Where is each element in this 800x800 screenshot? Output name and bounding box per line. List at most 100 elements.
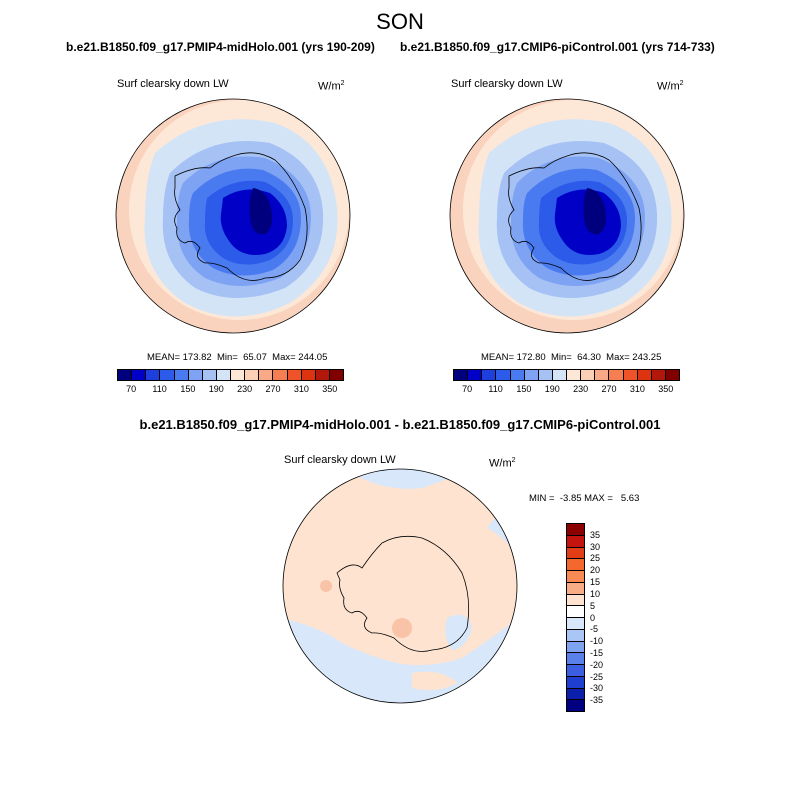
colorbar-box (468, 370, 483, 380)
colorbar-tick-label: -10 (590, 636, 604, 647)
colorbar-tick-label: 350 (322, 384, 338, 394)
colorbar-box (567, 688, 584, 701)
colorbar-tick-label: 20 (590, 565, 601, 576)
colorbar-box (651, 370, 666, 380)
colorbar-box (524, 370, 539, 380)
antarctica-coastline (336, 535, 470, 652)
difference-title: b.e21.B1850.f09_g17.PMIP4-midHolo.001 - … (139, 417, 661, 432)
colorbar-case2 (453, 369, 680, 381)
colorbar-tick-label: -5 (590, 624, 599, 635)
colorbar-box (231, 370, 246, 380)
colorbar-box (567, 676, 584, 689)
colorbar-box (567, 370, 582, 380)
colorbar-tick-label: 310 (629, 384, 645, 394)
panel1-variable-label: Surf clearsky down LW (117, 78, 229, 90)
colorbar-box (510, 370, 525, 380)
colorbar-tick-label: 270 (265, 384, 281, 394)
antarctica-coastline (508, 152, 642, 281)
colorbar-case2-ticks: 70 110 150 190 230 270 310 350 (453, 384, 680, 396)
colorbar-tick-label: 30 (590, 541, 601, 552)
colorbar-tick-label: 350 (658, 384, 674, 394)
colorbar-tick-label: 25 (590, 553, 601, 564)
colorbar-box (581, 370, 596, 380)
colorbar-difference (566, 523, 585, 712)
colorbar-box (287, 370, 302, 380)
colorbar-tick-label: 35 (590, 529, 601, 540)
colorbar-box (552, 370, 567, 380)
colorbar-box (202, 370, 217, 380)
polar-map-case2 (449, 98, 685, 334)
colorbar-tick-label: 270 (601, 384, 617, 394)
season-title: SON (376, 9, 424, 34)
colorbar-box (567, 571, 584, 583)
map-boundary (282, 468, 518, 704)
colorbar-tick-label: 310 (293, 384, 309, 394)
darkest-core (583, 188, 607, 235)
colorbar-tick-label: 150 (516, 384, 532, 394)
colorbar-box (567, 618, 584, 630)
panel3-variable-label: Surf clearsky down LW (284, 454, 396, 466)
case1-title: b.e21.B1850.f09_g17.PMIP4-midHolo.001 (y… (66, 40, 375, 54)
colorbar-box (160, 370, 175, 380)
colorbar-box (567, 559, 584, 571)
colorbar-tick-label: 230 (237, 384, 253, 394)
panel2-stats: MEAN= 172.80 Min= 64.30 Max= 243.25 (481, 352, 662, 363)
colorbar-box (665, 370, 679, 380)
colorbar-tick-label: 150 (180, 384, 196, 394)
negative-anomaly-south (283, 618, 517, 703)
colorbar-tick-label: 10 (590, 588, 601, 599)
colorbar-box (567, 535, 584, 548)
colorbar-box (637, 370, 652, 380)
panel2-units: W/m2 (657, 80, 684, 93)
positive-patch-south (412, 671, 457, 691)
case2-title: b.e21.B1850.f09_g17.CMIP6-piControl.001 … (400, 40, 715, 54)
colorbar-box (567, 665, 584, 677)
colorbar-box (132, 370, 147, 380)
colorbar-tick-label: 190 (208, 384, 224, 394)
colorbar-box (315, 370, 330, 380)
colorbar-box (567, 606, 584, 618)
colorbar-tick-label: 110 (488, 384, 503, 394)
colorbar-box (623, 370, 638, 380)
colorbar-tick-label: 5 (590, 600, 596, 611)
colorbar-box (301, 370, 316, 380)
polar-map-difference (282, 468, 518, 704)
colorbar-box (496, 370, 511, 380)
colorbar-tick-label: 110 (152, 384, 167, 394)
colorbar-tick-label: 230 (573, 384, 589, 394)
colorbar-box (538, 370, 553, 380)
colorbar-box (567, 582, 584, 595)
colorbar-box (567, 653, 584, 665)
negative-anomaly-ross (445, 614, 472, 650)
colorbar-box (567, 629, 584, 642)
colorbar-tick-label: 15 (590, 577, 601, 588)
colorbar-box (216, 370, 231, 380)
colorbar-box (482, 370, 497, 380)
colorbar-box (174, 370, 189, 380)
colorbar-box (609, 370, 624, 380)
colorbar-tick-label: -20 (590, 659, 604, 670)
panel1-units: W/m2 (318, 80, 345, 93)
colorbar-box (567, 547, 584, 560)
colorbar-case1 (117, 369, 344, 381)
panel1-stats: MEAN= 173.82 Min= 65.07 Max= 244.05 (147, 352, 328, 363)
colorbar-box (259, 370, 274, 380)
colorbar-tick-label: 0 (590, 612, 596, 623)
colorbar-box (567, 700, 584, 711)
colorbar-box (273, 370, 288, 380)
polar-map-case1 (115, 98, 351, 334)
panel2-variable-label: Surf clearsky down LW (451, 78, 563, 90)
colorbar-box (567, 524, 584, 536)
colorbar-tick-label: -25 (590, 671, 604, 682)
colorbar-box (567, 594, 584, 607)
colorbar-box (245, 370, 260, 380)
colorbar-tick-label: -15 (590, 647, 604, 658)
positive-anomaly-weddell (320, 580, 332, 592)
panel3-units: W/m2 (489, 457, 516, 470)
colorbar-box (595, 370, 610, 380)
colorbar-box (567, 641, 584, 654)
antarctica-coastline (174, 152, 308, 281)
colorbar-tick-label: -30 (590, 683, 604, 694)
darkest-core (249, 188, 273, 235)
positive-anomaly-ross-shelf (392, 618, 412, 638)
